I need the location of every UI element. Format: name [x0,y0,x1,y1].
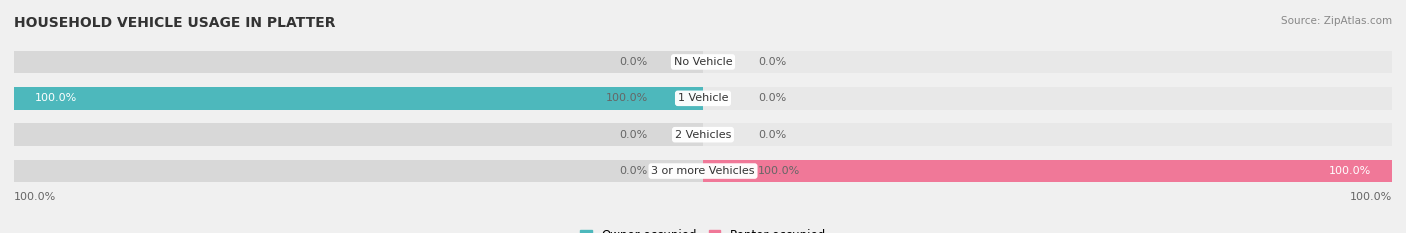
Bar [703,160,1392,182]
Text: No Vehicle: No Vehicle [673,57,733,67]
Text: 0.0%: 0.0% [758,130,786,140]
Text: 100.0%: 100.0% [1350,192,1392,202]
Text: 100.0%: 100.0% [14,192,56,202]
Bar [703,123,1392,146]
Bar [14,87,703,110]
Text: 100.0%: 100.0% [1329,166,1371,176]
Text: 100.0%: 100.0% [35,93,77,103]
Text: 0.0%: 0.0% [758,57,786,67]
Bar [703,87,1392,110]
Bar [703,160,1392,182]
Bar [703,51,1392,73]
Text: 1 Vehicle: 1 Vehicle [678,93,728,103]
Text: Source: ZipAtlas.com: Source: ZipAtlas.com [1281,16,1392,26]
Bar [14,87,703,110]
Text: 0.0%: 0.0% [620,57,648,67]
Bar [14,51,703,73]
Text: 0.0%: 0.0% [620,166,648,176]
Text: 2 Vehicles: 2 Vehicles [675,130,731,140]
Text: 100.0%: 100.0% [606,93,648,103]
Text: 0.0%: 0.0% [758,93,786,103]
Bar [14,123,703,146]
Text: 3 or more Vehicles: 3 or more Vehicles [651,166,755,176]
Text: 0.0%: 0.0% [620,130,648,140]
Text: 100.0%: 100.0% [758,166,800,176]
Legend: Owner-occupied, Renter-occupied: Owner-occupied, Renter-occupied [579,229,827,233]
Bar [14,160,703,182]
Text: HOUSEHOLD VEHICLE USAGE IN PLATTER: HOUSEHOLD VEHICLE USAGE IN PLATTER [14,16,336,30]
